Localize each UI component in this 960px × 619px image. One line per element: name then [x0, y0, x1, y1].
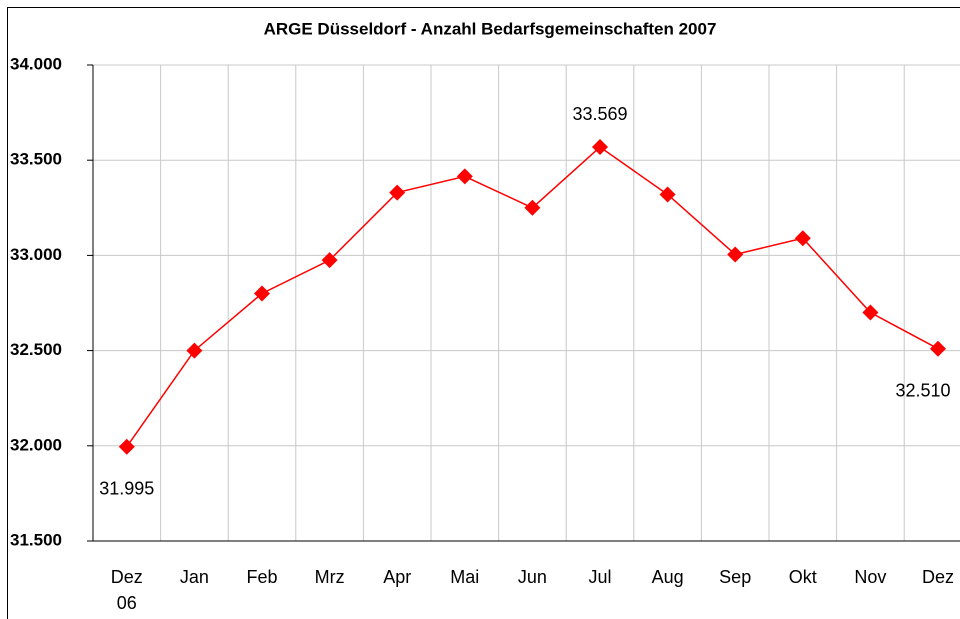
- data-marker: [659, 186, 676, 203]
- data-marker: [186, 342, 203, 359]
- y-tick-label: 34.000: [10, 54, 62, 73]
- data-label: 32.510: [895, 380, 950, 400]
- data-marker: [930, 340, 946, 357]
- y-tick-label: 32.000: [10, 435, 62, 454]
- data-marker: [794, 230, 811, 247]
- y-tick-label: 32.500: [10, 340, 62, 359]
- data-marker: [456, 168, 473, 185]
- data-marker: [592, 139, 608, 156]
- y-tick-label: 33.500: [10, 150, 62, 169]
- chart-title: ARGE Düsseldorf - Anzahl Bedarfsgemeinsc…: [264, 19, 717, 38]
- data-marker: [321, 252, 338, 269]
- x-tick-label: Jan: [180, 567, 209, 587]
- x-tick-label: Apr: [383, 567, 411, 587]
- y-tick-label: 31.500: [10, 530, 62, 549]
- x-tick-label: Mrz: [315, 567, 345, 587]
- data-marker: [727, 246, 744, 263]
- x-tick-label: Dez 06: [111, 567, 143, 613]
- x-tick-label: Aug: [652, 567, 684, 587]
- x-tick-label: Mai: [450, 567, 479, 587]
- x-tick-label: Dez: [922, 567, 954, 587]
- x-tick-label: Jun: [518, 567, 547, 587]
- data-label: 31.995: [99, 479, 154, 499]
- y-tick-label: 33.000: [10, 245, 62, 264]
- x-tick-label: Nov: [854, 567, 886, 587]
- data-marker: [524, 199, 541, 216]
- x-tick-label: Feb: [246, 567, 277, 587]
- data-label: 33.569: [572, 104, 627, 124]
- data-marker: [389, 184, 406, 201]
- x-tick-label: Jul: [588, 567, 611, 587]
- data-marker: [118, 438, 135, 455]
- data-marker: [254, 285, 270, 302]
- x-tick-label: Sep: [719, 567, 751, 587]
- chart-frame: [7, 7, 960, 619]
- data-marker: [862, 304, 879, 321]
- x-tick-label: Okt: [789, 567, 817, 587]
